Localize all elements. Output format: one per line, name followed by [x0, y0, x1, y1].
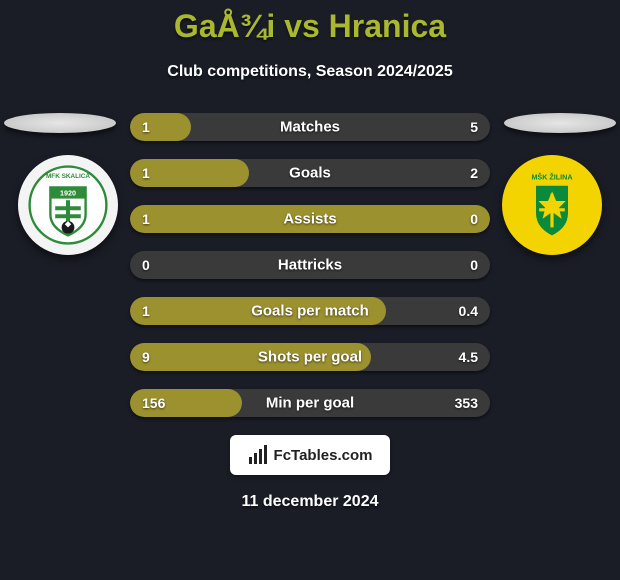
stat-label: Matches: [280, 119, 340, 136]
stat-row: 1 Matches 5: [130, 113, 490, 141]
stat-row: 0 Hattricks 0: [130, 251, 490, 279]
stat-right-value: 2: [470, 165, 478, 181]
badge-left-top-text: MFK SKALICA: [46, 173, 90, 180]
stats-bars: 1 Matches 5 1 Goals 2 1 Assists 0 0 Hattricks 0 1 Goa…: [130, 113, 490, 417]
stat-label: Shots per goal: [258, 349, 362, 366]
stat-right-value: 353: [455, 395, 478, 411]
stat-right-value: 0: [470, 257, 478, 273]
stat-label: Hattricks: [278, 257, 342, 274]
chart-icon: [248, 445, 268, 465]
stat-left-value: 1: [142, 211, 150, 227]
stat-row: 1 Goals 2: [130, 159, 490, 187]
stat-right-value: 0.4: [459, 303, 478, 319]
zilina-crest-icon: MŠK ŽILINA: [512, 165, 592, 245]
stat-label: Goals per match: [251, 303, 369, 320]
page-title: GaÅ¾i vs Hranica: [0, 0, 620, 45]
stat-right-value: 4.5: [459, 349, 478, 365]
badge-right-text: MŠK ŽILINA: [531, 172, 572, 181]
stat-left-value: 1: [142, 303, 150, 319]
stat-left-value: 1: [142, 165, 150, 181]
footer-date: 11 december 2024: [0, 493, 620, 511]
subtitle: Club competitions, Season 2024/2025: [0, 63, 620, 81]
watermark: FcTables.com: [230, 435, 390, 475]
stat-right-value: 0: [470, 211, 478, 227]
stat-fill: [130, 113, 191, 141]
stat-left-value: 0: [142, 257, 150, 273]
stat-left-value: 156: [142, 395, 165, 411]
badge-left-year: 1920: [60, 188, 76, 197]
stat-row: 1 Assists 0: [130, 205, 490, 233]
skalica-crest-icon: MFK SKALICA 1920: [28, 165, 108, 245]
team-left-badge: MFK SKALICA 1920: [18, 155, 118, 255]
stat-label: Min per goal: [266, 395, 354, 412]
watermark-text: FcTables.com: [274, 447, 373, 464]
body-wrap: MFK SKALICA 1920 MŠK ŽILINA 1Matches51Go…: [0, 113, 620, 417]
stat-row: 9 Shots per goal 4.5: [130, 343, 490, 371]
stat-right-value: 5: [470, 119, 478, 135]
team-right-ellipse: [504, 113, 616, 133]
stat-row: 1 Goals per match 0.4: [130, 297, 490, 325]
stat-row: 156 Min per goal 353: [130, 389, 490, 417]
stat-label: Assists: [283, 211, 336, 228]
team-right-badge: MŠK ŽILINA: [502, 155, 602, 255]
stat-left-value: 1: [142, 119, 150, 135]
stat-label: Goals: [289, 165, 331, 182]
stat-left-value: 9: [142, 349, 150, 365]
team-left-ellipse: [4, 113, 116, 133]
